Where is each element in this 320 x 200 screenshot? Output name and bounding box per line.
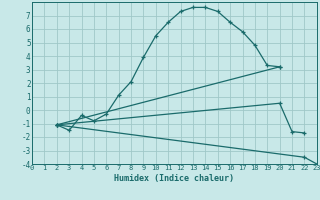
X-axis label: Humidex (Indice chaleur): Humidex (Indice chaleur) <box>115 174 234 183</box>
